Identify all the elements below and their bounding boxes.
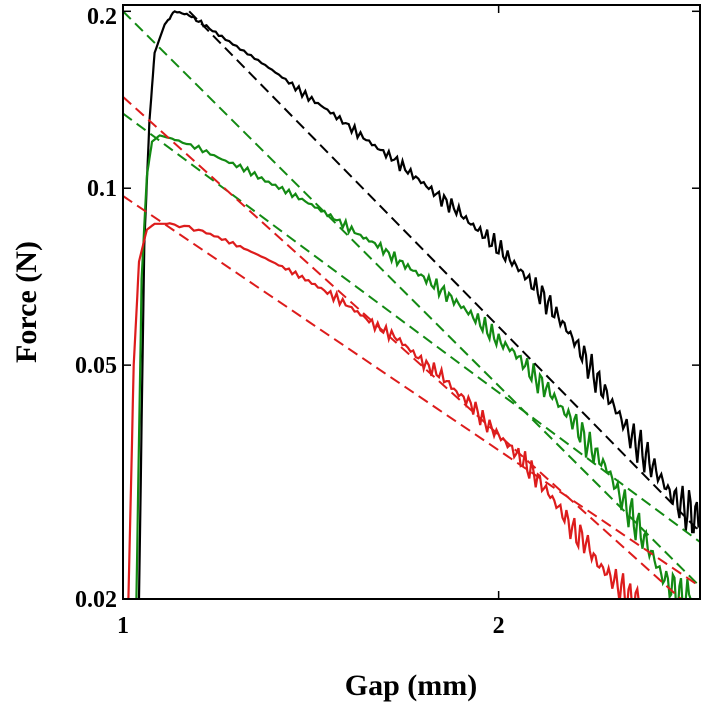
x-tick-label-1: 2 — [493, 613, 505, 639]
fit-line-4 — [123, 10, 700, 588]
fit-line-7 — [123, 195, 700, 588]
x-axis-title: Gap (mm) — [345, 669, 477, 702]
y-tick-label-1: 0.05 — [75, 353, 117, 379]
y-tick-label-2: 0.1 — [87, 176, 117, 202]
measured-line-2 — [127, 222, 641, 599]
y-tick-label-3: 0.2 — [87, 4, 117, 30]
y-tick-label-0: 0.02 — [75, 587, 117, 613]
y-axis-title: Force (N) — [10, 241, 43, 363]
measured-line-0 — [137, 10, 700, 599]
fit-line-3 — [188, 10, 700, 533]
fit-line-5 — [123, 112, 700, 543]
ticks-layer: 0.02 0.05 0.1 0.2 1 2 — [75, 4, 700, 639]
measured-line-1 — [135, 134, 692, 599]
x-tick-label-0: 1 — [117, 613, 129, 639]
fit-line-6 — [123, 96, 682, 599]
plot-frame — [122, 4, 701, 600]
series-layer — [123, 10, 700, 599]
